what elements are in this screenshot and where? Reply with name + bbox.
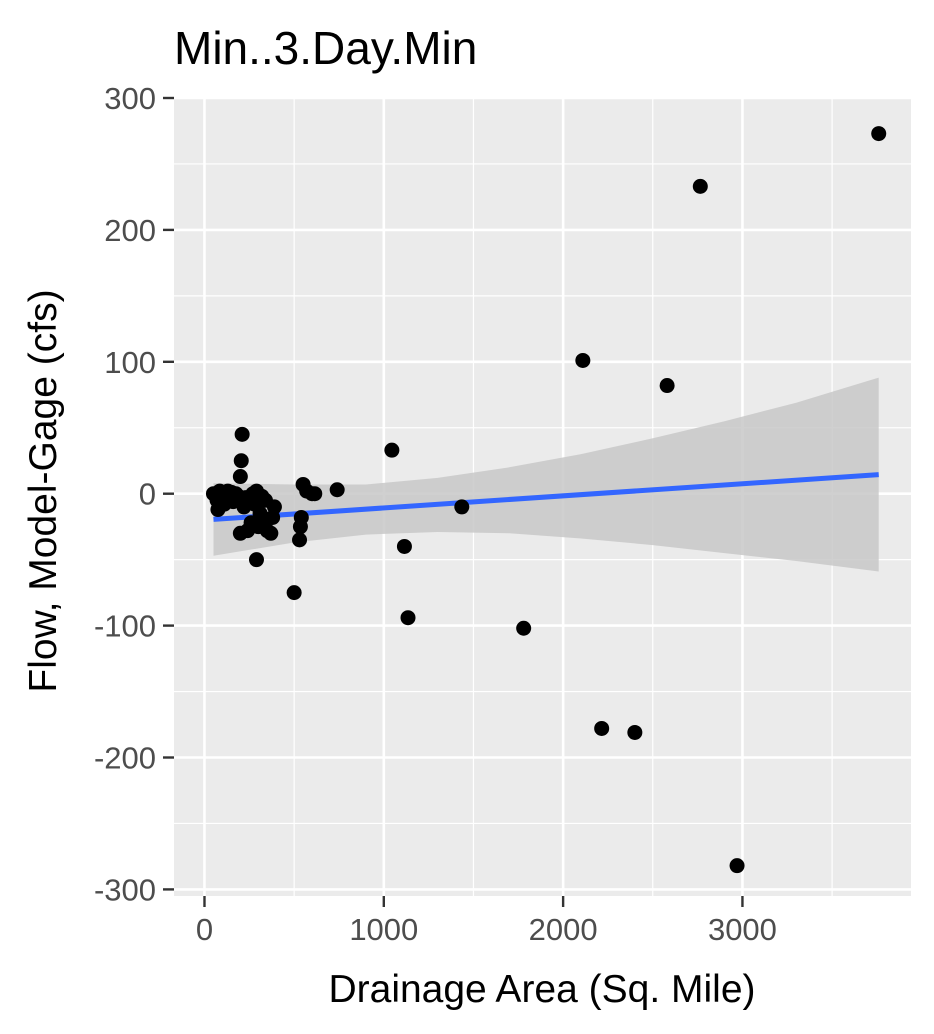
confidence-band bbox=[213, 377, 879, 572]
data-point bbox=[729, 858, 745, 874]
data-point bbox=[248, 552, 264, 568]
data-point bbox=[286, 585, 302, 601]
x-tick-label: 1000 bbox=[349, 912, 418, 947]
x-axis: 0 1000 2000 3000 bbox=[196, 896, 777, 947]
fit-line bbox=[213, 472, 879, 522]
data-point bbox=[329, 482, 345, 498]
data-point bbox=[396, 538, 412, 554]
x-tick-label: 3000 bbox=[708, 912, 777, 947]
data-point bbox=[293, 509, 309, 525]
data-point bbox=[266, 499, 282, 515]
data-point bbox=[659, 378, 675, 394]
y-tick-label: 0 bbox=[139, 477, 156, 512]
data-point bbox=[232, 469, 248, 485]
x-axis-title: Drainage Area (Sq. Mile) bbox=[328, 968, 755, 1011]
data-point bbox=[400, 610, 416, 626]
y-axis-title: Flow, Model-Gage (cfs) bbox=[22, 289, 65, 692]
data-point bbox=[292, 532, 308, 548]
data-point bbox=[233, 453, 249, 469]
y-tick-label: 100 bbox=[104, 345, 156, 380]
data-point bbox=[594, 720, 610, 736]
data-point bbox=[692, 178, 708, 194]
confidence-ribbon bbox=[213, 377, 879, 572]
data-point bbox=[575, 352, 591, 368]
y-tick-label: -300 bbox=[94, 872, 156, 907]
y-tick-label: -100 bbox=[94, 609, 156, 644]
y-tick-label: -200 bbox=[94, 741, 156, 776]
data-point bbox=[627, 724, 643, 740]
data-point bbox=[516, 620, 532, 636]
data-points bbox=[205, 126, 887, 874]
y-axis: -300 -200 -100 0 100 200 300 bbox=[94, 81, 174, 907]
data-point bbox=[263, 525, 279, 541]
x-tick-label: 0 bbox=[196, 912, 213, 947]
chart-title: Min..3.Day.Min bbox=[174, 22, 477, 74]
data-point bbox=[234, 426, 250, 442]
y-tick-label: 300 bbox=[104, 81, 156, 116]
data-point bbox=[454, 499, 470, 515]
y-tick-label: 200 bbox=[104, 213, 156, 248]
data-point bbox=[871, 126, 887, 142]
regression-line bbox=[213, 472, 879, 522]
x-tick-label: 2000 bbox=[529, 912, 598, 947]
data-point bbox=[384, 442, 400, 458]
data-point bbox=[307, 486, 323, 502]
